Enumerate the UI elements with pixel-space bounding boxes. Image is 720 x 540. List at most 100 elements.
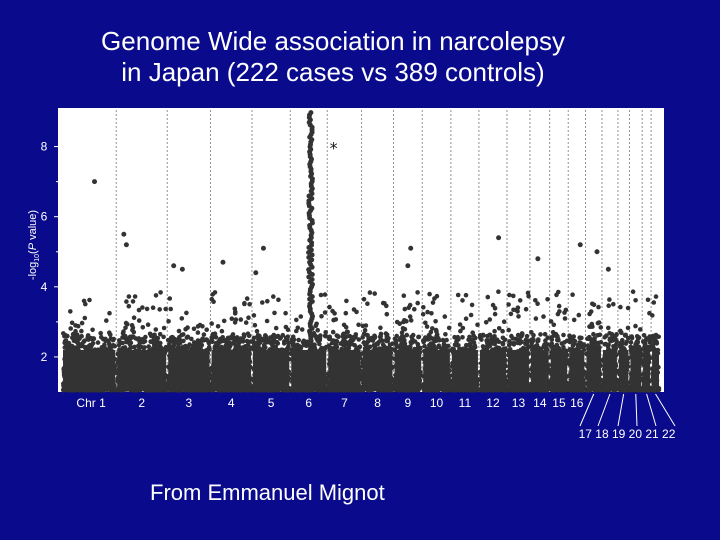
snp-point (130, 325, 136, 331)
snp-point (340, 340, 345, 345)
snp-point (167, 344, 172, 350)
snp-point (524, 333, 530, 339)
snp-point (330, 308, 335, 314)
snp-point (496, 289, 501, 295)
snp-point (510, 336, 516, 341)
snp-point (148, 332, 154, 338)
snp-point (209, 321, 214, 326)
snp-point (166, 319, 171, 324)
snp-point-band (530, 349, 549, 391)
snp-point (351, 307, 357, 312)
snp-point (153, 327, 159, 332)
snp-point (571, 317, 577, 323)
snp-point (124, 299, 129, 304)
snp-point (244, 296, 250, 301)
snp-point (289, 339, 294, 345)
snp-point (319, 314, 324, 319)
snp-point (360, 335, 366, 340)
snp-point (365, 301, 370, 307)
snp-point (252, 322, 258, 328)
snp-point (260, 300, 265, 305)
snp-point (161, 325, 167, 331)
snp-point (85, 344, 91, 349)
snp-point (108, 332, 113, 338)
snp-point (195, 338, 201, 343)
snp-point (515, 340, 520, 346)
snp-point (209, 296, 215, 302)
snp-point (592, 336, 597, 341)
snp-point (82, 338, 87, 344)
snp-point (103, 336, 108, 342)
snp-point (225, 335, 231, 341)
snp-point (334, 333, 340, 338)
snp-point (507, 292, 512, 298)
snp-point (340, 332, 346, 337)
snp-point (314, 321, 319, 327)
snp-point (136, 318, 142, 323)
snp-point (140, 325, 146, 330)
snp-point (570, 292, 575, 298)
snp-point (415, 290, 420, 295)
snp-point (265, 298, 270, 304)
snp-point (501, 319, 507, 325)
snp-point (238, 336, 244, 341)
snp-point (329, 340, 335, 346)
snp-point (423, 320, 428, 326)
snp-point (423, 335, 428, 340)
snp-point (69, 320, 75, 326)
snp-point (90, 341, 96, 346)
snp-point-band (550, 349, 568, 391)
snp-point (458, 328, 463, 334)
snp-point (588, 324, 593, 330)
snp-point (343, 310, 349, 316)
snp-point (273, 325, 279, 331)
snp-point (242, 301, 247, 307)
snp-point (64, 342, 70, 347)
snp-point (157, 307, 162, 312)
snp-point (427, 291, 432, 297)
snp-point (562, 340, 567, 345)
snp-point (144, 306, 150, 312)
snp-point (456, 337, 461, 342)
snp-point (572, 338, 578, 344)
snp-point (219, 328, 225, 334)
snp-point (542, 331, 548, 337)
snp-point (487, 333, 493, 338)
snp-point (480, 344, 486, 349)
snp-point-band (394, 349, 422, 391)
snp-point (183, 326, 188, 332)
snp-point (397, 337, 402, 343)
snp-point (523, 306, 529, 312)
snp-point (410, 337, 415, 342)
snp-point (259, 337, 265, 343)
snp-point (107, 310, 112, 316)
snp-point (296, 337, 302, 343)
snp-point (531, 332, 536, 338)
snp-point (434, 329, 439, 335)
title-line-2: in Japan (222 cases vs 389 controls) (121, 57, 545, 87)
snp-point (70, 331, 76, 337)
snp-point (421, 305, 426, 310)
snp-point (255, 333, 260, 339)
snp-point (595, 320, 601, 326)
snp-point (468, 312, 474, 318)
snp-point (90, 327, 95, 333)
snp-point (533, 298, 538, 303)
snp-point (135, 336, 140, 342)
snp-point (184, 310, 189, 316)
snp-point (74, 332, 80, 338)
snp-point (463, 292, 469, 298)
snp-point (79, 320, 85, 326)
snp-point (276, 297, 281, 303)
snp-point (123, 325, 128, 331)
snp-point (365, 338, 371, 344)
snp-point (526, 294, 531, 299)
snp-point-band (117, 349, 167, 391)
snp-point (180, 344, 186, 350)
snp-point (361, 296, 367, 302)
snp-point (346, 340, 352, 345)
snp-point (402, 326, 408, 332)
snp-point (428, 343, 434, 348)
snp-point (283, 310, 288, 316)
snp-point (158, 290, 163, 295)
